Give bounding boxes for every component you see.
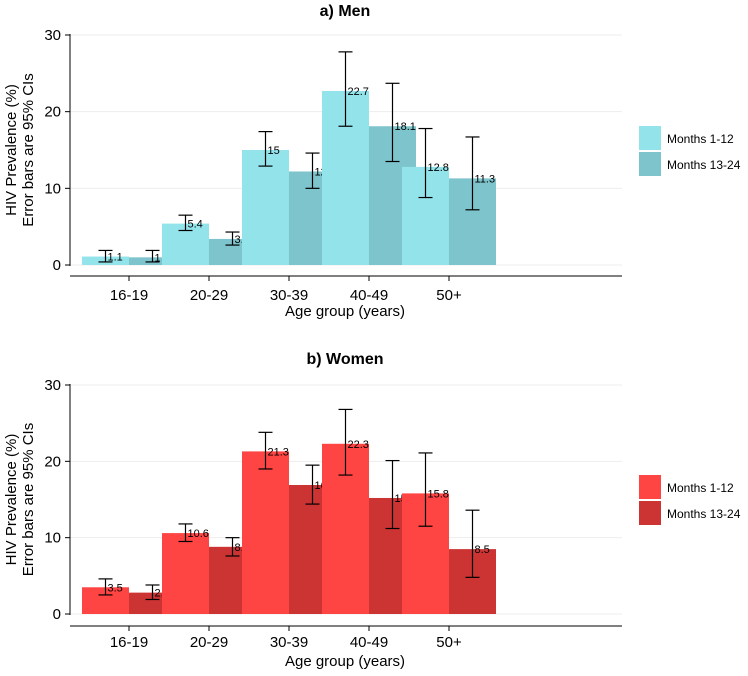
data-label: 15	[268, 145, 280, 157]
x-tick-label: 40-49	[350, 287, 388, 304]
y-axis-label-note: Error bars are 95% CIs	[20, 73, 37, 226]
x-tick-label: 40-49	[350, 634, 388, 651]
y-tick-label: 0	[53, 606, 61, 623]
y-tick-label: 10	[44, 530, 61, 547]
x-tick-label: 20-29	[190, 634, 228, 651]
y-tick-label: 10	[44, 180, 61, 197]
x-tick-label: 16-19	[110, 634, 148, 651]
y-tick-label: 0	[53, 257, 61, 274]
x-axis-label: Age group (years)	[285, 303, 405, 320]
data-label: 5.4	[188, 219, 203, 231]
x-tick-label: 50+	[436, 634, 462, 651]
legend-swatch	[639, 501, 661, 525]
legend-label: Months 13-24	[667, 507, 741, 521]
x-axis-label: Age group (years)	[285, 653, 405, 670]
legend: Months 1-12 Months 13-24	[639, 126, 741, 176]
panel-men: 010203016-191.1120-295.43.430-391512.240…	[3, 3, 741, 320]
chart-title: a) Men	[320, 3, 371, 20]
data-label: 22.3	[348, 439, 369, 451]
data-label: 1	[155, 252, 161, 264]
x-tick-label: 16-19	[110, 287, 148, 304]
x-tick-label: 20-29	[190, 287, 228, 304]
data-label: 18.1	[395, 121, 416, 133]
y-axis-label: HIV Prevalence (%)	[3, 434, 20, 566]
legend: Months 1-12 Months 13-24	[639, 475, 741, 525]
legend-swatch	[639, 152, 661, 176]
y-tick-label: 30	[44, 377, 61, 394]
x-tick-label: 30-39	[270, 287, 308, 304]
bar	[242, 451, 289, 614]
data-label: 1.1	[108, 252, 123, 264]
y-axis-label-note: Error bars are 95% CIs	[20, 423, 37, 576]
data-label: 11.3	[475, 173, 496, 185]
data-label: 3.5	[108, 582, 123, 594]
y-tick-label: 30	[44, 27, 61, 44]
y-tick-label: 20	[44, 104, 61, 121]
data-label: 8.5	[475, 544, 490, 556]
data-label: 22.7	[348, 86, 369, 98]
panel-women: 010203016-193.52.820-2910.68.830-3921.31…	[3, 351, 741, 670]
legend-swatch	[639, 126, 661, 150]
legend-label: Months 1-12	[667, 481, 734, 495]
bar	[242, 150, 289, 265]
legend-swatch	[639, 475, 661, 499]
x-tick-label: 50+	[436, 287, 462, 304]
data-label: 10.6	[188, 528, 209, 540]
legend-label: Months 13-24	[667, 158, 741, 172]
y-tick-label: 20	[44, 453, 61, 470]
chart-title: b) Women	[306, 351, 383, 368]
x-tick-label: 30-39	[270, 634, 308, 651]
data-label: 12.8	[428, 162, 449, 174]
data-label: 21.3	[268, 446, 289, 458]
legend-label: Months 1-12	[667, 132, 734, 146]
bar	[162, 533, 209, 614]
data-label: 15.8	[428, 488, 449, 500]
y-axis-label: HIV Prevalence (%)	[3, 84, 20, 216]
